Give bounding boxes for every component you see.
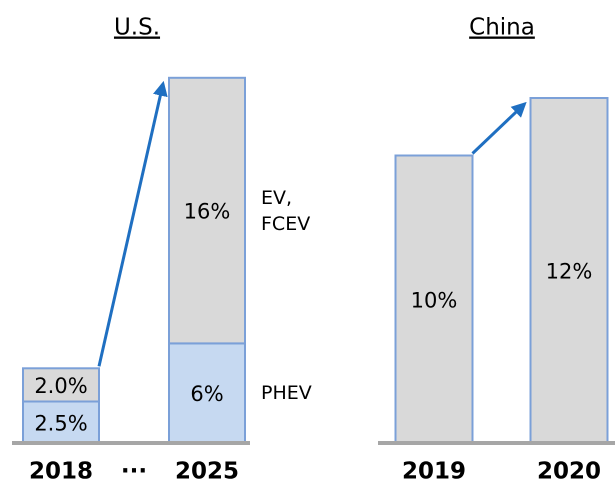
x-tick-label: 2025 <box>175 459 239 485</box>
value-label: 6% <box>190 382 223 406</box>
value-label: 2.5% <box>34 411 87 435</box>
bar <box>529 97 609 444</box>
panel-title: U.S. <box>114 15 160 41</box>
legend-label: PHEV <box>261 382 312 405</box>
value-label: 16% <box>184 200 231 224</box>
growth-arrow <box>97 80 168 367</box>
growth-arrow <box>471 101 527 155</box>
legend-label: EV, FCEV <box>261 186 311 235</box>
x-tick-label: 2020 <box>537 459 601 485</box>
value-label: 10% <box>411 288 458 312</box>
bar <box>394 154 474 444</box>
legend-entry: PHEV <box>261 382 312 405</box>
x-tick-label: 2019 <box>402 459 466 485</box>
value-label: 12% <box>546 260 593 284</box>
panel-title: China <box>469 15 535 41</box>
value-label: 2.0% <box>34 374 87 398</box>
bar <box>168 76 246 345</box>
x-tick-label: ··· <box>121 459 147 485</box>
legend-entry: EV, FCEV <box>261 186 311 235</box>
x-tick-label: 2018 <box>29 459 93 485</box>
bar <box>22 367 100 403</box>
bar <box>22 400 100 444</box>
